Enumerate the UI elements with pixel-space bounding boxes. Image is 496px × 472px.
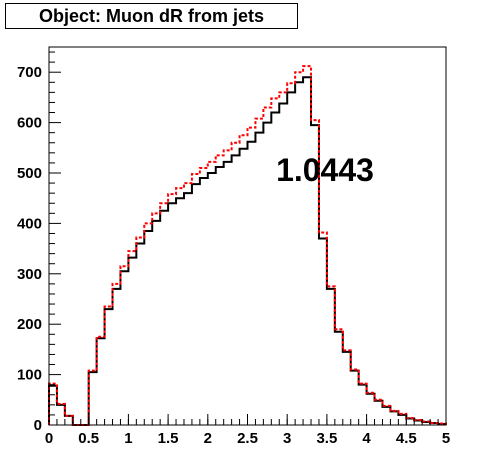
y-tick-label: 300 [17, 266, 42, 283]
y-tick-label: 600 [17, 115, 42, 132]
series-layer [48, 65, 447, 426]
x-tick-label: 2 [204, 430, 212, 447]
axis-layer: 0 0.5 1 1.5 2 2.5 3 3.5 4 4.5 5 0 100 200 300 400 500 600… [17, 51, 450, 447]
x-tick-label: 3.5 [316, 430, 337, 447]
x-tick-label: 0.5 [78, 430, 99, 447]
y-tick-label: 0 [34, 417, 42, 434]
series-line-0 [48, 76, 447, 426]
y-tick-label: 500 [17, 165, 42, 182]
y-tick-label: 200 [17, 316, 42, 333]
chart-title: Object: Muon dR from jets [5, 3, 298, 29]
y-tick-label: 700 [17, 64, 42, 81]
x-tick-label: 4 [362, 430, 371, 447]
x-tick-label: 1 [124, 430, 132, 447]
x-tick-label: 4.5 [396, 430, 417, 447]
x-tick-label: 3 [283, 430, 291, 447]
x-tick-label: 5 [442, 430, 450, 447]
y-tick-label: 400 [17, 215, 42, 232]
mean-annotation: 1.0443 [276, 152, 374, 188]
x-tick-label: 1.5 [158, 430, 179, 447]
x-tick-label: 0 [45, 430, 53, 447]
plot-frame [48, 46, 447, 426]
x-tick-label: 2.5 [237, 430, 258, 447]
series-line-1 [48, 65, 447, 426]
y-tick-label: 100 [17, 367, 42, 384]
